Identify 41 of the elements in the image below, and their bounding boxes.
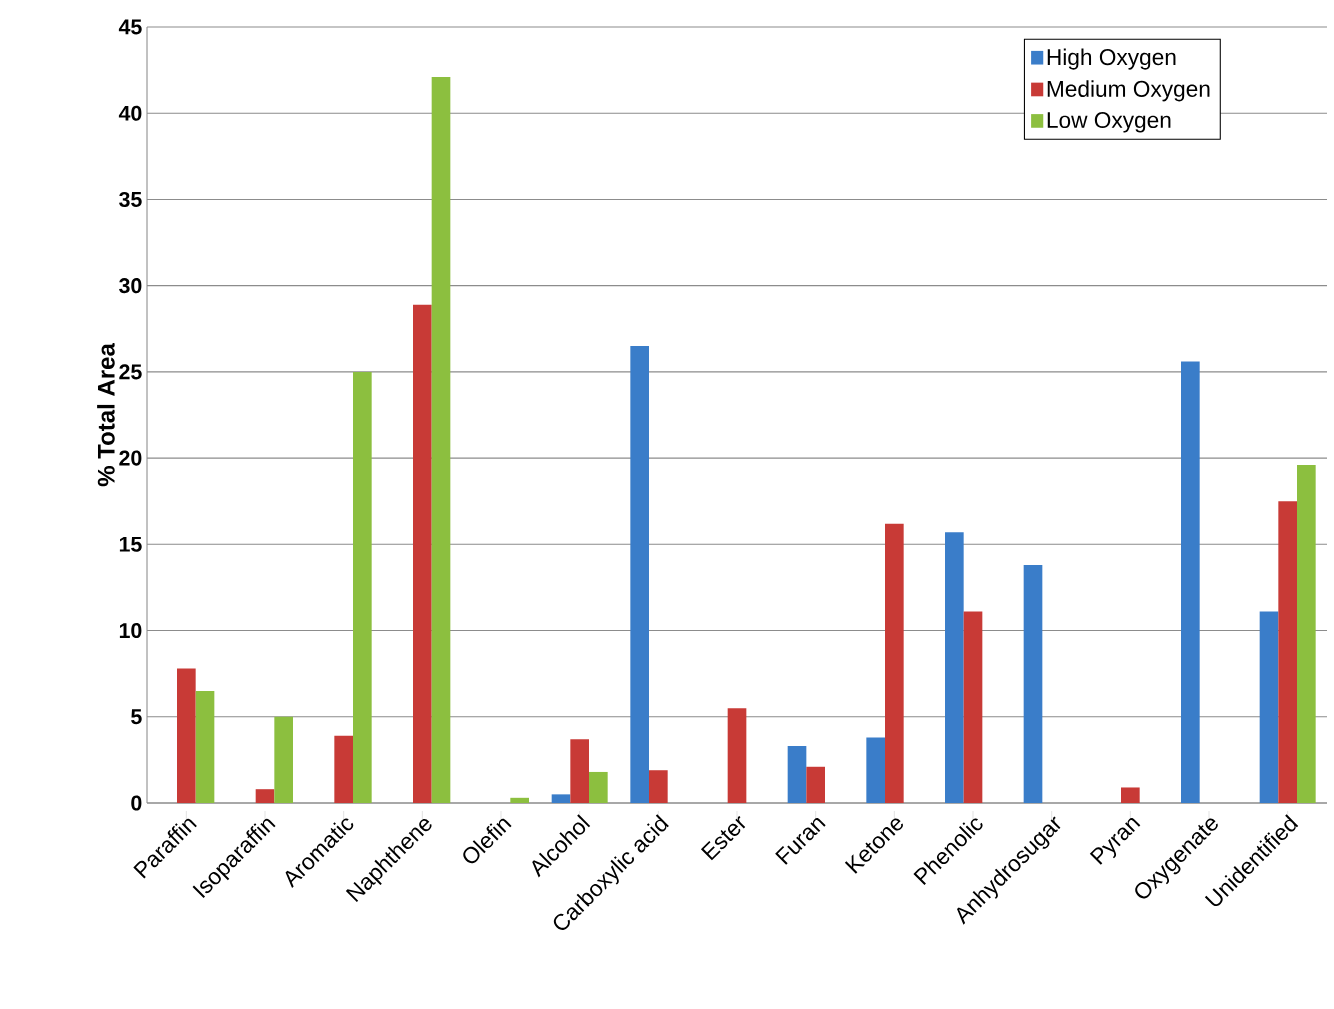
legend-label: High Oxygen xyxy=(1047,48,1176,70)
y-tick-label: 45 xyxy=(118,19,142,35)
bar xyxy=(963,611,983,803)
bar xyxy=(727,708,747,803)
bar xyxy=(353,371,372,803)
bar xyxy=(177,668,196,803)
bar xyxy=(630,346,649,803)
y-axis-title: % Total Area xyxy=(97,343,115,487)
bar xyxy=(806,766,825,803)
bar xyxy=(589,771,608,803)
y-tick-label: 0 xyxy=(131,795,142,811)
bar xyxy=(1181,361,1200,803)
bar xyxy=(570,739,589,803)
y-tick-label: 5 xyxy=(131,709,142,725)
bar xyxy=(334,735,354,803)
y-tick-label: 25 xyxy=(119,364,142,380)
bar xyxy=(510,797,530,803)
y-tick-label: 20 xyxy=(119,450,142,466)
bar xyxy=(1023,565,1043,803)
y-tick-label: 30 xyxy=(119,278,142,294)
bar xyxy=(551,794,571,803)
y-tick-label: 10 xyxy=(119,623,142,639)
bar xyxy=(649,770,668,803)
bar xyxy=(1121,787,1140,803)
bar xyxy=(885,523,904,803)
y-tick-label: 15 xyxy=(119,536,142,552)
y-tick-label: 35 xyxy=(119,191,142,207)
bar xyxy=(274,716,294,803)
y-tick-label: 40 xyxy=(118,105,142,121)
bar xyxy=(1297,465,1316,803)
legend-label: Medium Oxygen xyxy=(1047,80,1210,102)
bar xyxy=(413,304,432,803)
bar xyxy=(945,532,964,803)
bar xyxy=(1278,501,1298,803)
bar xyxy=(866,737,886,803)
bar xyxy=(1259,611,1279,803)
bar xyxy=(431,77,451,803)
bar xyxy=(787,746,807,803)
bar xyxy=(195,690,215,803)
bar xyxy=(255,789,275,803)
legend-label: Low Oxygen xyxy=(1047,112,1171,133)
